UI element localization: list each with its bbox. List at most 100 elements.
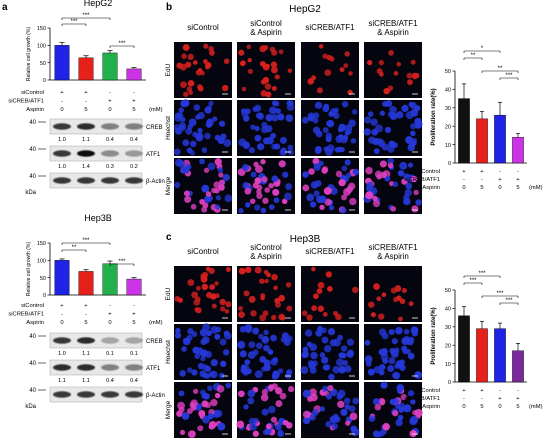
nucleus: [200, 356, 206, 362]
nucleus: [223, 139, 232, 147]
nucleus: [189, 150, 195, 156]
nucleus: [335, 358, 344, 367]
nucleus: [286, 335, 293, 342]
y-tick-label: 20: [445, 343, 451, 349]
nucleus: [393, 70, 399, 76]
nucleus: [271, 143, 278, 150]
micrograph-tile: [174, 42, 232, 98]
nucleus: [174, 332, 182, 339]
nucleus: [270, 358, 278, 366]
nucleus: [324, 198, 332, 206]
row-sign: 0: [108, 107, 111, 113]
nucleus: [323, 103, 330, 110]
nucleus: [261, 366, 267, 372]
nucleus: [335, 135, 344, 144]
nucleus: [379, 364, 386, 371]
nucleus: [204, 106, 212, 114]
blot-quant: 0.4: [130, 378, 138, 384]
bar: [458, 315, 470, 383]
nucleus: [399, 364, 406, 371]
condition-label: & Aspirin: [377, 252, 409, 261]
row-label-sicreb: siCREB/ATF1: [8, 99, 44, 105]
nucleus: [270, 416, 277, 423]
y-axis-label: Relative cell growth (%): [26, 241, 32, 296]
nucleus: [364, 339, 371, 346]
nucleus: [410, 59, 416, 65]
nucleus: [399, 161, 408, 170]
nucleus: [372, 130, 378, 136]
nucleus: [252, 349, 259, 356]
nucleus: [191, 369, 198, 376]
nucleus: [278, 313, 286, 321]
nucleus: [331, 422, 338, 430]
nucleus: [224, 194, 233, 203]
micrograph-tile: [236, 382, 295, 438]
nucleus: [204, 365, 212, 373]
nucleus: [218, 179, 226, 186]
y-tick-label: 10: [445, 362, 451, 368]
nucleus: [379, 110, 385, 116]
nucleus: [182, 44, 190, 51]
nucleus: [302, 410, 311, 419]
y-axis-label: Proliferation rate(%): [431, 307, 437, 364]
nucleus: [414, 72, 420, 79]
nucleus: [302, 416, 311, 425]
unit-kda: kDa: [25, 190, 36, 196]
nucleus: [177, 401, 186, 410]
nucleus: [173, 148, 181, 156]
nucleus: [214, 187, 220, 194]
condition-label: siCREB/ATF1: [305, 247, 355, 256]
nucleus: [187, 53, 194, 61]
nucleus: [274, 74, 280, 80]
nucleus: [391, 142, 398, 149]
nucleus: [410, 108, 419, 117]
nucleus: [374, 170, 383, 178]
nucleus: [285, 183, 293, 191]
nucleus: [272, 188, 280, 196]
y-axis-label: Proliferation rate(%): [431, 88, 437, 145]
nucleus: [197, 85, 204, 92]
bar: [494, 328, 506, 383]
nucleus: [365, 191, 374, 200]
nucleus: [372, 195, 378, 202]
nucleus: [195, 69, 202, 76]
nucleus: [302, 171, 309, 178]
y-tick-label: 0: [448, 161, 451, 167]
nucleus: [388, 328, 395, 336]
nucleus: [350, 138, 357, 144]
sig-label: ***: [118, 259, 126, 265]
nucleus: [219, 298, 226, 306]
blot-band: [125, 337, 143, 344]
nucleus: [248, 295, 256, 303]
nucleus: [189, 430, 196, 438]
nucleus: [201, 147, 208, 153]
nucleus: [191, 291, 199, 299]
nucleus: [271, 66, 278, 74]
micrograph-tile: [301, 157, 360, 214]
nucleus: [328, 373, 335, 381]
micrograph-tile: [301, 100, 359, 156]
nucleus: [373, 283, 380, 291]
nucleus: [338, 365, 346, 374]
nucleus: [378, 313, 385, 320]
nucleus: [193, 104, 201, 111]
nucleus: [380, 349, 388, 357]
nucleus: [302, 346, 309, 353]
nucleus: [341, 194, 347, 201]
mw-marker: 40: [29, 147, 36, 153]
row-sign: -: [517, 169, 519, 175]
nucleus: [329, 205, 335, 211]
nucleus: [239, 350, 247, 358]
nucleus: [368, 301, 375, 308]
blot-band: [101, 337, 119, 344]
nucleus: [207, 385, 213, 391]
blot-quant: 0.2: [130, 164, 138, 170]
nucleus: [322, 385, 329, 393]
nucleus: [186, 86, 193, 93]
row-sign: +: [498, 177, 502, 183]
row-sign: +: [132, 99, 136, 105]
nucleus: [244, 202, 251, 208]
nucleus: [349, 197, 357, 206]
row-sign: 0: [462, 185, 465, 191]
nucleus: [248, 341, 256, 349]
